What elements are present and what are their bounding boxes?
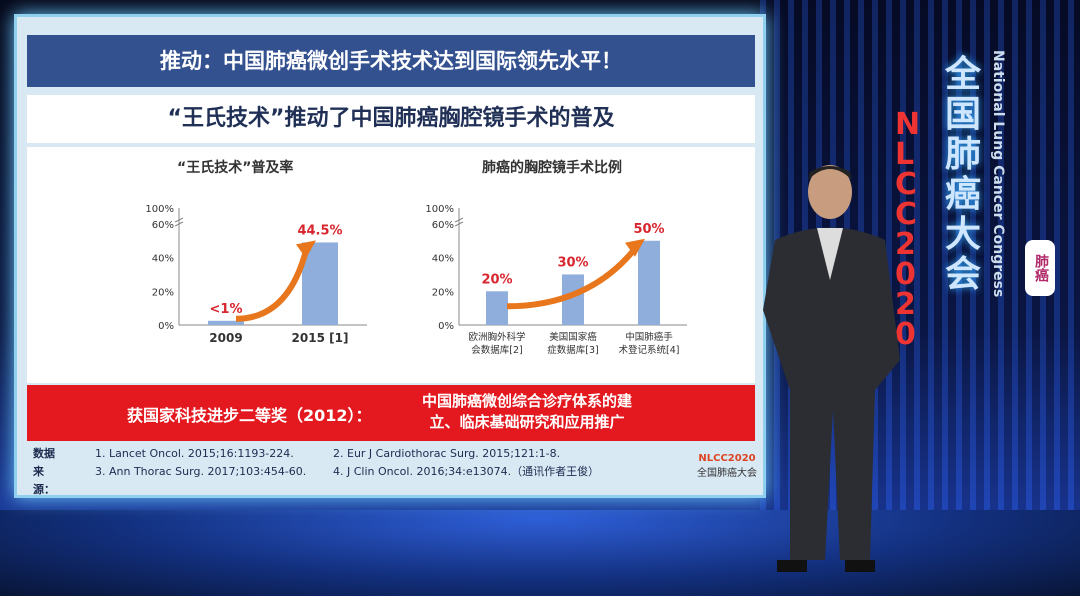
y-tick-label: 60%	[432, 220, 454, 231]
y-tick-label: 20%	[152, 287, 174, 298]
ref-4: 4. J Clin Oncol. 2016;34:e13074.（通讯作者王俊）	[333, 465, 600, 478]
arrow-head	[625, 238, 645, 257]
stage-floor	[0, 510, 1080, 596]
data-label: 44.5%	[297, 223, 342, 238]
ref-1: 1. Lancet Oncol. 2015;16:1193-224.	[95, 447, 294, 460]
x-tick-label: 欧洲胸外科学	[468, 331, 525, 343]
data-label: <1%	[210, 302, 243, 317]
data-label: 30%	[557, 255, 588, 270]
y-tick-label: 40%	[432, 254, 454, 265]
bar	[638, 240, 660, 325]
y-tick-label: 100%	[425, 204, 454, 215]
brand-en: National Lung Cancer Congress	[990, 50, 1006, 298]
logo-subtext: 全国肺癌大会	[697, 468, 757, 479]
award-line-2: 立、临床基础研究和应用推广	[429, 413, 625, 431]
presentation-slide: 推动：中国肺癌微创手术技术达到国际领先水平！ “王氏技术”推动了中国肺癌胸腔镜手…	[14, 14, 766, 498]
axis-break	[174, 217, 184, 227]
bar	[208, 320, 244, 325]
x-tick-label: 会数据库[2]	[471, 344, 522, 356]
trend-arrow	[506, 246, 638, 310]
x-tick-label: 术登记系统[4]	[619, 344, 680, 356]
ref-3: 3. Ann Thorac Surg. 2017;103:454-60.	[95, 465, 307, 478]
y-tick-label: 40%	[152, 254, 174, 265]
bar	[302, 242, 338, 325]
chart-area: “王氏技术”普及率 肺癌的胸腔镜手术比例 0% 20% 40% 60% 100% <1% 2…	[27, 147, 755, 383]
chart1: 0% 20% 40% 60% 100% <1% 2009 44.5% 2015 [1]	[145, 204, 367, 345]
brand-code: NLCC2020	[895, 107, 921, 352]
data-label: 20%	[481, 272, 512, 287]
y-tick-label: 0%	[158, 321, 174, 332]
x-tick-label: 2009	[209, 331, 242, 345]
axis-break	[454, 217, 464, 227]
refs-label: 数据来源：	[33, 447, 55, 496]
x-tick-label: 症数据库[3]	[547, 344, 598, 356]
award-line-1: 中国肺癌微创综合诊疗体系的建	[421, 392, 632, 410]
bar	[562, 274, 584, 325]
arrow-head	[296, 240, 316, 259]
data-label: 50%	[633, 222, 664, 237]
award-project: 中国肺癌微创综合诊疗体系的建 立、临床基础研究和应用推广	[407, 391, 647, 433]
speaker	[763, 165, 900, 572]
y-tick-label: 20%	[432, 287, 454, 298]
y-tick-label: 100%	[145, 204, 174, 215]
ref-2: 2. Eur J Cardiothorac Surg. 2015;121:1-8…	[333, 447, 561, 460]
award-title: 获国家科技进步二等奖（2012）：	[127, 406, 372, 425]
x-tick-label: 2015 [1]	[292, 331, 349, 345]
slide-subtitle: “王氏技术”推动了中国肺癌胸腔镜手术的普及	[27, 95, 755, 143]
trend-arrow	[235, 249, 309, 322]
x-tick-label: 中国肺癌手	[625, 331, 673, 343]
logo-text: NLCC2020	[698, 453, 756, 464]
chart2-title: 肺癌的胸腔镜手术比例	[482, 160, 622, 176]
brand-cn: 全国肺癌大会	[945, 54, 982, 295]
bar	[486, 291, 508, 325]
chart1-title: “王氏技术”普及率	[177, 160, 294, 176]
y-tick-label: 0%	[438, 321, 454, 332]
y-tick-label: 60%	[152, 220, 174, 231]
x-tick-label: 美国国家癌	[549, 331, 597, 343]
brand-seal: 肺癌	[1025, 240, 1055, 296]
slide-banner: 推动：中国肺癌微创手术技术达到国际领先水平！	[27, 35, 755, 87]
award-banner: 获国家科技进步二等奖（2012）： 中国肺癌微创综合诊疗体系的建 立、临床基础研…	[27, 385, 755, 441]
nlcc-logo: NLCC2020 全国肺癌大会	[697, 453, 757, 479]
